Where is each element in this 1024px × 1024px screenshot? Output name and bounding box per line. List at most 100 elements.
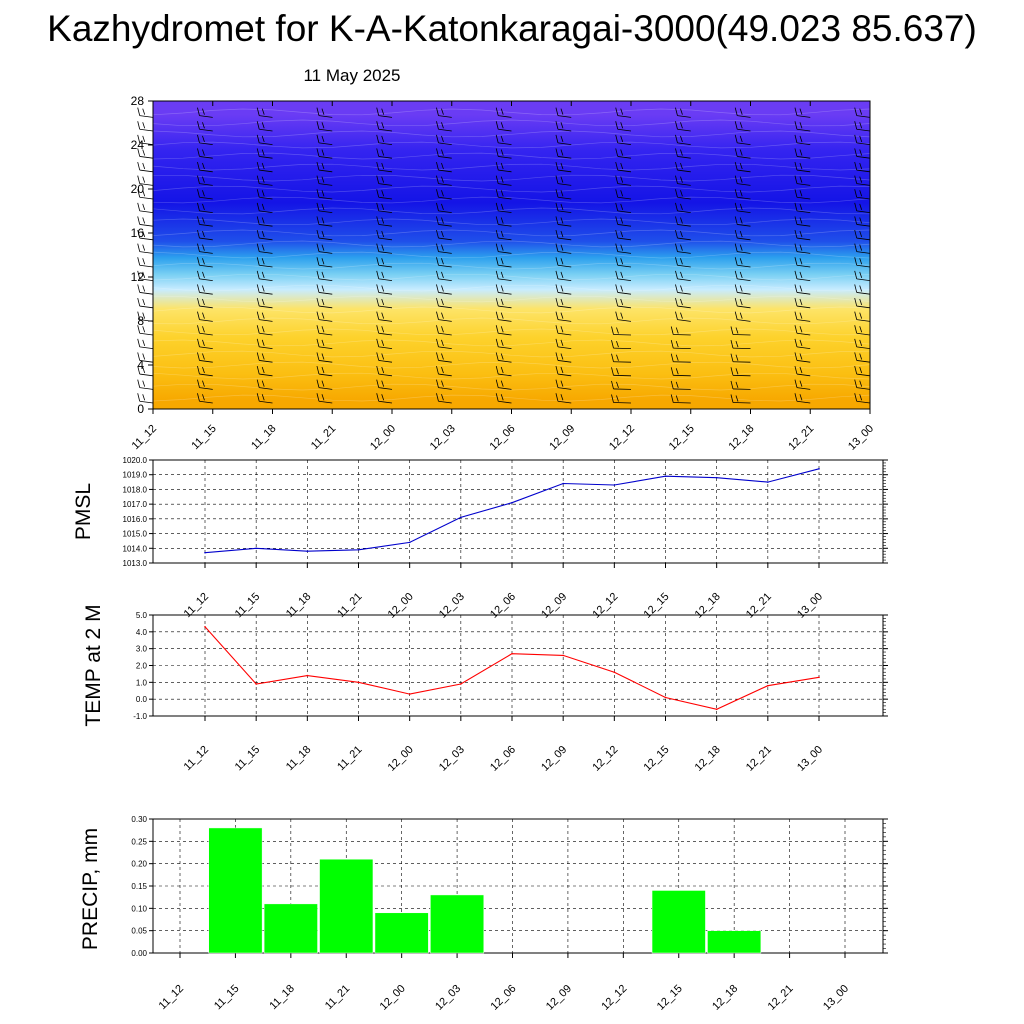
wind-barb-flag: [137, 189, 141, 198]
wind-barb: [139, 251, 154, 254]
wind-barb-flag: [675, 134, 678, 143]
y-tick-label: 1020.0: [123, 456, 148, 465]
wind-barb: [378, 224, 393, 227]
wind-barb-flag: [316, 161, 320, 171]
pmsl-point: [664, 475, 667, 477]
wind-barb-flag: [202, 258, 205, 265]
wind-barb: [677, 251, 691, 254]
wind-barb-flag: [854, 202, 858, 211]
wind-barb-flag: [142, 244, 146, 251]
wind-barb-flag: [436, 257, 439, 266]
wind-barb-flag: [794, 107, 798, 116]
wind-barb-flag: [555, 148, 559, 157]
chart-date: 11 May 2025: [303, 66, 401, 85]
wind-barb-flag: [316, 134, 320, 143]
wind-barb-flag: [376, 229, 380, 239]
wind-barb-flag: [620, 149, 624, 156]
contour-line: [152, 218, 871, 226]
wind-barb-flag: [734, 202, 738, 211]
wind-barb: [438, 183, 452, 186]
wind-barb-flag: [799, 366, 803, 374]
wind-barb-flag: [137, 216, 141, 225]
wind-barb: [378, 115, 393, 118]
wind-barb-flag: [381, 176, 385, 183]
wind-barb-flag: [675, 327, 679, 334]
contour-line: [152, 328, 871, 336]
wind-barb-flag: [680, 244, 683, 251]
wind-barb-flag: [381, 353, 385, 360]
wind-barb-flag: [321, 149, 325, 156]
wind-barb-flag: [735, 340, 739, 348]
wind-barb-flag: [615, 311, 619, 320]
wind-barb-flag: [256, 216, 260, 225]
wind-barb-flag: [202, 135, 205, 142]
wind-barb: [318, 346, 333, 349]
wind-barb: [498, 346, 512, 349]
wind-barb-flag: [495, 243, 499, 252]
y-tick-label: 4: [137, 358, 144, 372]
wind-barb: [199, 387, 213, 390]
wind-barb-flag: [142, 326, 146, 333]
wind-barb-flag: [321, 217, 325, 224]
wind-barb-flag: [261, 339, 265, 346]
x-tick-label: 11_18: [284, 744, 314, 774]
wind-barb: [139, 387, 154, 390]
wind-barb: [438, 360, 452, 363]
wind-barb: [677, 210, 691, 213]
wind-barb-flag: [620, 244, 624, 251]
wind-barb: [318, 360, 333, 363]
wind-barb: [318, 224, 333, 227]
wind-barb-flag: [799, 122, 803, 129]
wind-barb-flag: [376, 297, 380, 307]
wind-barb-flag: [680, 312, 683, 319]
wind-barb-flag: [381, 230, 385, 238]
wind-barb-flag: [680, 217, 683, 224]
wind-barb-flag: [376, 270, 380, 279]
wind-barb-flag: [560, 339, 564, 346]
wind-barb-flag: [500, 230, 504, 238]
wind-barb-flag: [560, 149, 564, 156]
wind-barb-flag: [799, 203, 803, 210]
wind-barb-flag: [859, 353, 863, 360]
wind-barb-flag: [500, 162, 504, 170]
wind-barb-flag: [495, 175, 499, 184]
temp-point: [357, 681, 360, 684]
wind-barb-flag: [381, 217, 385, 224]
wind-barb-flag: [859, 326, 863, 333]
wind-barb: [139, 142, 154, 145]
wind-barb-flag: [381, 149, 385, 156]
cross-section-panel: 0 4 8 12 16 20 24 28 11_12 11_15 11_18 11_21 12_00 12…: [130, 94, 877, 453]
wind-barb-flag: [555, 338, 559, 347]
y-tick-label: 20: [131, 182, 145, 196]
wind-barb-flag: [261, 149, 265, 156]
pmsl-point: [255, 547, 257, 550]
wind-barb-flag: [555, 325, 559, 334]
wind-barb: [199, 360, 213, 363]
x-tick-label: 12_15: [642, 591, 672, 621]
wind-barb-flag: [859, 122, 863, 129]
x-tick-label: 11_12: [182, 744, 212, 774]
wind-barb-flag: [381, 326, 385, 333]
wind-barb-flag: [495, 352, 499, 361]
wind-barb: [617, 156, 632, 159]
wind-barb: [199, 278, 213, 281]
wind-barb: [318, 169, 333, 173]
wind-barb: [796, 156, 811, 159]
wind-barb-flag: [500, 190, 504, 197]
wind-barb: [378, 142, 393, 145]
y-tick-label: 4.0: [136, 628, 148, 637]
wind-barb-flag: [500, 149, 504, 156]
wind-barb-flag: [500, 108, 504, 115]
wind-barb-flag: [735, 381, 739, 389]
wind-barb: [796, 142, 811, 145]
wind-barb: [438, 305, 452, 309]
wind-barb-flag: [799, 298, 803, 306]
wind-barb: [557, 142, 572, 145]
wind-barb: [318, 142, 333, 145]
y-axis-label: PMSL: [72, 483, 95, 540]
wind-barb-flag: [854, 270, 858, 279]
wind-barb-flag: [495, 216, 499, 225]
wind-barb-flag: [197, 121, 200, 130]
wind-barb-flag: [256, 297, 260, 307]
wind-barb-flag: [261, 244, 265, 251]
